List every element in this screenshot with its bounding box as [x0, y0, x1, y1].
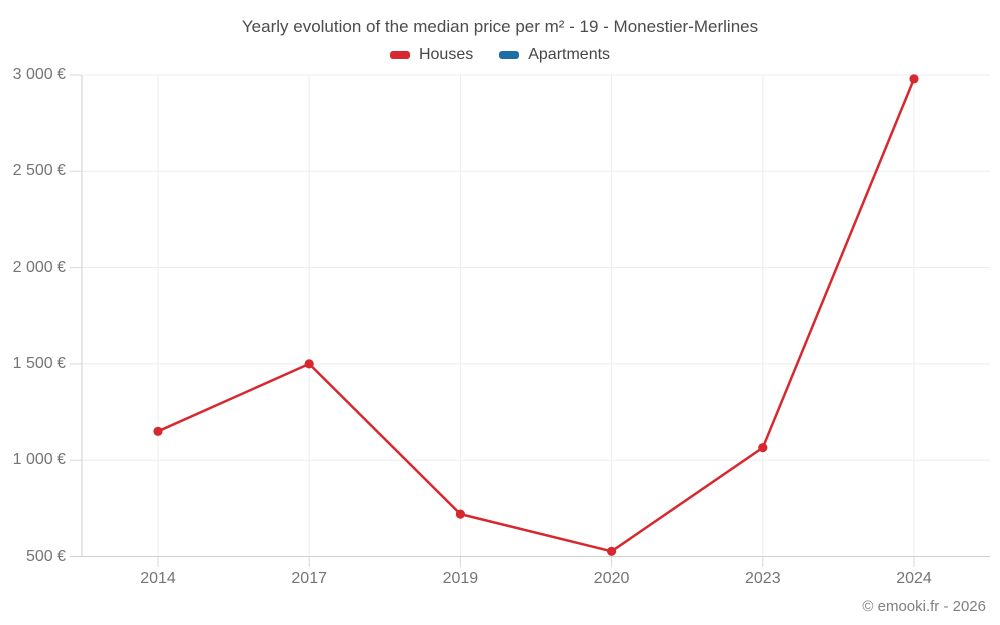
legend-item-apartments[interactable]: Apartments	[499, 46, 610, 64]
houses-data-point[interactable]	[304, 359, 314, 369]
x-axis-label: 2023	[745, 570, 781, 587]
x-axis-label: 2014	[140, 570, 176, 587]
y-axis-label: 500 €	[25, 547, 66, 565]
y-axis-label: 2 000 €	[12, 258, 66, 276]
legend-label-apartments: Apartments	[528, 46, 611, 63]
chart-title: Yearly evolution of the median price per…	[241, 17, 759, 36]
apartments-series-swatch-icon	[499, 51, 520, 59]
houses-data-point[interactable]	[455, 509, 465, 519]
houses-line[interactable]	[156, 77, 916, 553]
x-axis-label: 2019	[442, 570, 479, 587]
y-axis-label: 1 000 €	[12, 451, 66, 469]
houses-data-point[interactable]	[153, 426, 163, 436]
y-axis-label: 1 500 €	[12, 354, 66, 372]
legend-label-houses: Houses	[418, 46, 474, 63]
footer-credit: © emooki.fr - 2026	[862, 598, 986, 615]
x-axis-label: 2024	[896, 570, 932, 587]
houses-series-swatch-icon	[389, 51, 410, 59]
legend-item-houses[interactable]: Houses	[389, 46, 474, 64]
x-axis-label: 2020	[593, 570, 630, 587]
houses-data-point[interactable]	[607, 546, 617, 556]
x-axis-label: 2017	[291, 570, 327, 587]
legend: Houses Apartments	[0, 46, 1000, 64]
y-axis-label: 3 000 €	[12, 66, 66, 83]
houses-data-point[interactable]	[758, 443, 768, 453]
y-axis-label: 2 500 €	[12, 162, 66, 180]
houses-data-point[interactable]	[909, 74, 919, 84]
